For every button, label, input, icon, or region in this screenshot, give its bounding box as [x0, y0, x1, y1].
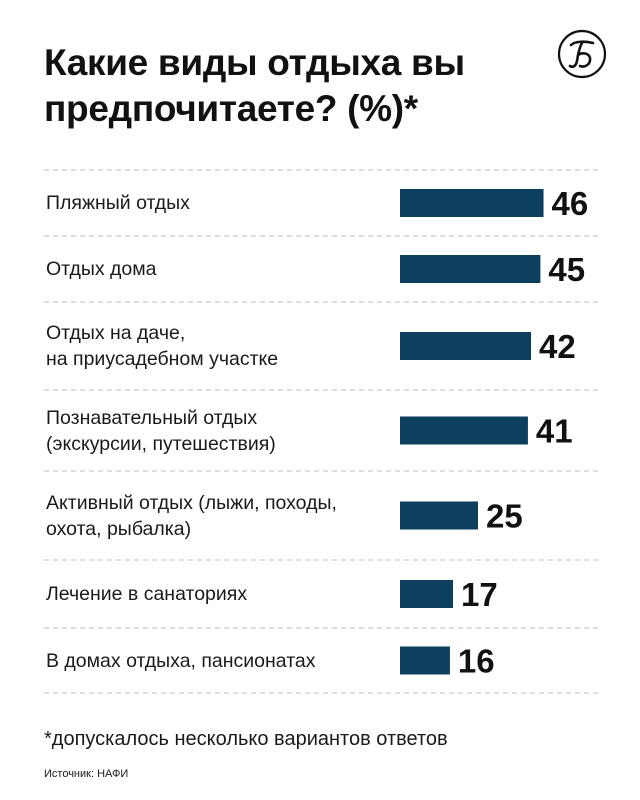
chart-title: Какие виды отдыха вы предпочитаете? (%)*	[44, 40, 514, 132]
chart-title-line-1: Какие виды отдыха вы	[44, 42, 465, 83]
bar	[400, 501, 478, 530]
source-note: Источник: НАФИ	[44, 768, 129, 780]
bar	[400, 189, 544, 217]
bar-value-label: 41	[536, 413, 573, 450]
footnote: *допускалось несколько вариантов ответов	[44, 728, 448, 750]
bar	[400, 580, 454, 608]
bar-value-label: 42	[539, 328, 576, 365]
bar	[400, 416, 528, 445]
category-label: Пляжный отдых	[46, 192, 190, 214]
bar-value-label: 17	[461, 576, 498, 613]
bar-value-label: 45	[548, 251, 585, 288]
category-label: Познавательный отдых (экскурсии, путешес…	[46, 406, 276, 455]
bar	[400, 255, 541, 283]
category-label: В домах отдыха, пансионатах	[46, 649, 316, 672]
category-label: Активный отдых (лыжи, походы, охота, рыб…	[46, 491, 337, 540]
bar-value-label: 46	[552, 185, 589, 222]
category-label: Отдых дома	[46, 258, 157, 280]
category-label: Отдых на даче, на приусадебном участке	[46, 322, 279, 370]
newspaper-logo-icon	[557, 29, 607, 79]
chart-title-line-2: предпочитаете? (%)*	[44, 88, 418, 129]
bar-value-label: 16	[458, 643, 495, 680]
bar	[400, 332, 532, 360]
bar-value-label: 25	[486, 498, 523, 535]
bar	[400, 646, 450, 675]
category-label: Лечение в санаториях	[46, 583, 248, 605]
